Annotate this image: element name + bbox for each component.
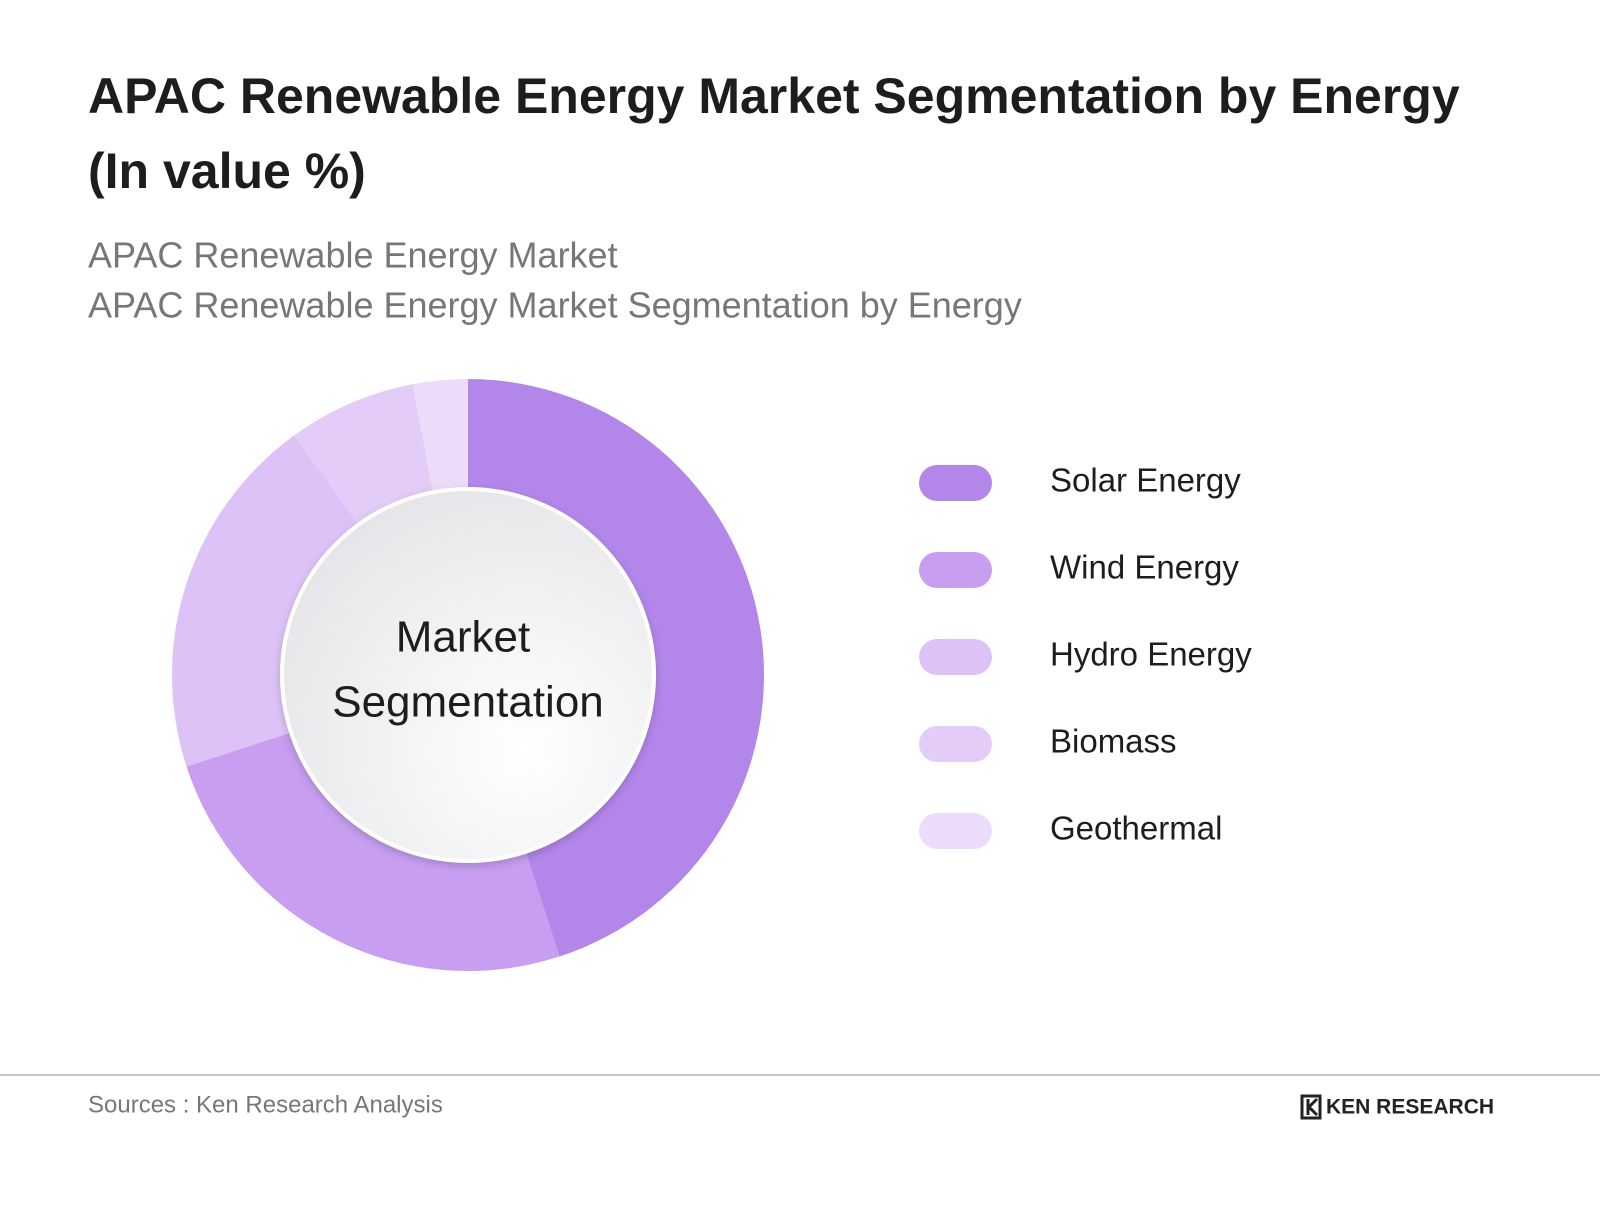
- source: Sources : Ken Research Analysis: [88, 1091, 443, 1118]
- legend-swatch: [919, 639, 992, 675]
- logo: KEN RESEARCH: [1300, 1094, 1494, 1120]
- legend-label: Geothermal: [1050, 810, 1222, 847]
- logo-icon: [1306, 1097, 1319, 1117]
- subtitle: APAC Renewable Energy Market: [88, 235, 618, 276]
- legend-label: Wind Energy: [1050, 549, 1239, 586]
- legend-label: Solar Energy: [1050, 462, 1241, 499]
- legend-swatch: [919, 465, 992, 501]
- legend-swatch: [919, 813, 992, 849]
- legend-swatch: [919, 726, 992, 762]
- donut-slice: [172, 435, 380, 767]
- legend-swatch: [919, 552, 992, 588]
- legend-label: Hydro Energy: [1050, 636, 1252, 673]
- logo-icon: [1300, 1094, 1322, 1120]
- legend: Solar Energy Wind Energy Hydro Energy Bioma…: [919, 462, 1252, 849]
- subtitle: APAC Renewable Energy Market Segmentatio…: [88, 285, 1022, 326]
- chart-title: APAC Renewable Energy Market Segmentatio…: [88, 68, 1460, 124]
- center-label: Market: [396, 613, 530, 662]
- donut-slice: [186, 721, 560, 971]
- legend-label: Biomass: [1050, 723, 1177, 760]
- center-label: Segmentation: [332, 678, 604, 727]
- donut-hole: [280, 487, 656, 863]
- chart-title-unit: (In value %): [88, 143, 366, 199]
- logo-text: KEN RESEARCH: [1326, 1096, 1494, 1119]
